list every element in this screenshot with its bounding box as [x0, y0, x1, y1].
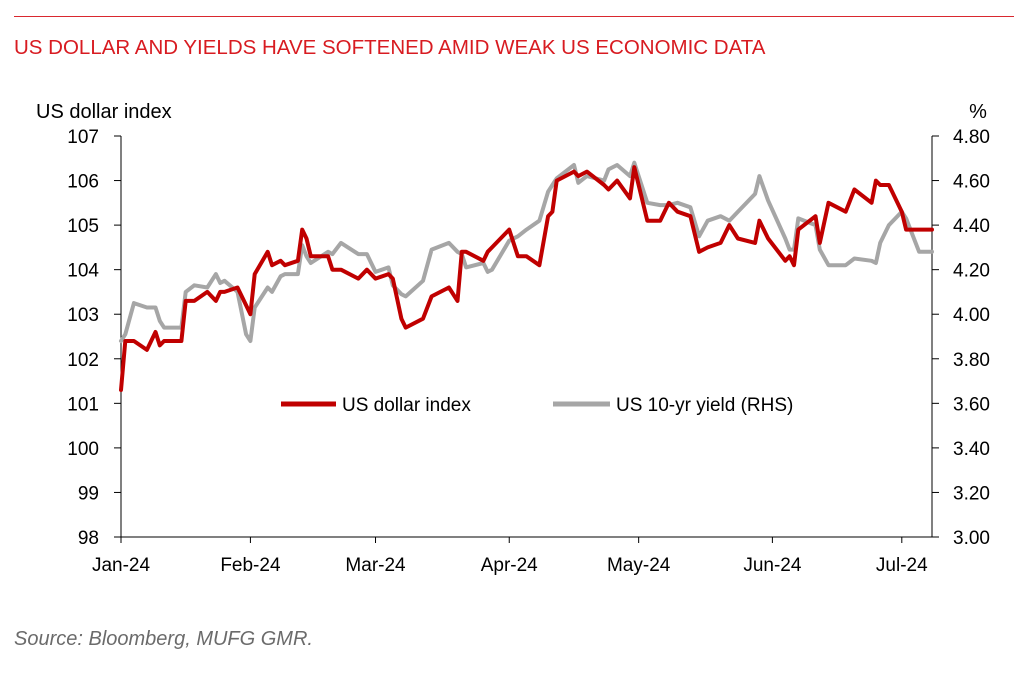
left-y-tick-label: 100 — [67, 439, 99, 460]
right-y-tick-label: 3.60 — [953, 394, 990, 415]
right-y-tick-label: 3.20 — [953, 483, 990, 504]
legend: US dollar index US 10-yr yield (RHS) — [281, 395, 793, 416]
right-axis-title: % — [969, 101, 987, 123]
right-y-tick-label: 4.40 — [953, 216, 990, 237]
x-tick-label: Mar-24 — [345, 555, 406, 576]
right-y-tick-label: 3.00 — [953, 528, 990, 549]
series-lines — [119, 160, 934, 392]
right-y-tick-label: 4.60 — [953, 172, 990, 193]
x-tick-label: May-24 — [607, 555, 671, 576]
axes: 98 99 100 101 102 103 104 105 106 107 3.00 3.20 3.40… — [67, 127, 990, 576]
left-y-tick-label: 104 — [67, 261, 99, 282]
chart-title: US DOLLAR AND YIELDS HAVE SOFTENED AMID … — [14, 36, 766, 59]
right-y-tick-label: 4.20 — [953, 261, 990, 282]
left-y-tick-label: 103 — [67, 305, 99, 326]
x-tick-label: Jan-24 — [92, 555, 151, 576]
left-y-tick-label: 101 — [67, 394, 99, 415]
left-y-tick-label: 99 — [78, 483, 99, 504]
top-rule — [14, 16, 1014, 17]
left-y-tick-label: 107 — [67, 127, 99, 148]
x-tick-label: Apr-24 — [481, 555, 538, 576]
left-axis-title: US dollar index — [36, 101, 172, 123]
yield-series-line — [119, 160, 934, 343]
dxy-series-line — [119, 165, 934, 392]
right-y-tick-label: 3.80 — [953, 350, 990, 371]
left-y-tick-label: 105 — [67, 216, 99, 237]
legend-label-dxy: US dollar index — [342, 395, 471, 416]
right-y-tick-label: 4.00 — [953, 305, 990, 326]
x-tick-label: Jul-24 — [876, 555, 928, 576]
right-y-tick-label: 3.40 — [953, 439, 990, 460]
legend-label-yield: US 10-yr yield (RHS) — [616, 395, 793, 416]
source-note: Source: Bloomberg, MUFG GMR. — [14, 628, 313, 650]
left-y-tick-label: 98 — [78, 528, 99, 549]
x-tick-label: Jun-24 — [743, 555, 802, 576]
left-y-tick-label: 102 — [67, 350, 99, 371]
right-y-tick-label: 4.80 — [953, 127, 990, 148]
x-tick-label: Feb-24 — [220, 555, 281, 576]
left-y-tick-label: 106 — [67, 172, 99, 193]
